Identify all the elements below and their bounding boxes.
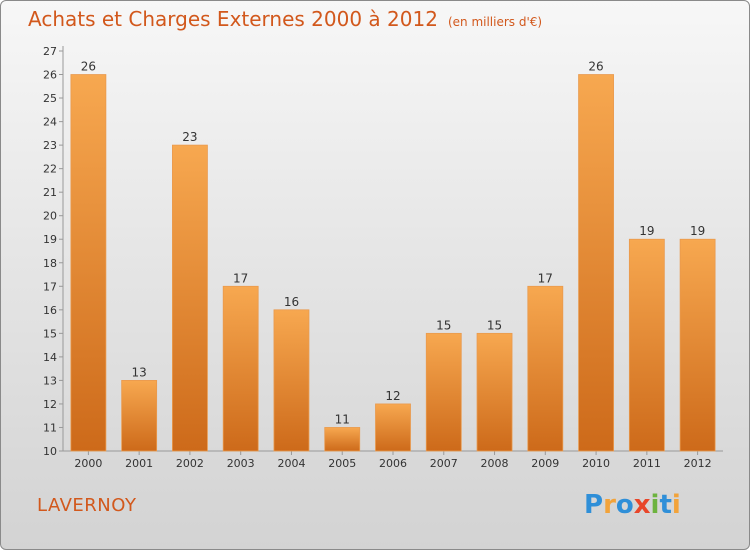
x-tick-label-2002: 2002 <box>176 457 204 470</box>
y-tick-label: 16 <box>43 304 57 317</box>
bars <box>70 74 716 452</box>
y-tick-label: 18 <box>43 257 57 270</box>
x-tick-label-2011: 2011 <box>633 457 661 470</box>
x-tick-label-2009: 2009 <box>531 457 559 470</box>
data-label-2008: 15 <box>487 318 502 332</box>
logo-letter: r <box>603 490 616 520</box>
x-tick-label-2006: 2006 <box>379 457 407 470</box>
bar-2004 <box>273 309 310 452</box>
data-label-2010: 26 <box>588 60 603 74</box>
bar-2012 <box>679 238 716 452</box>
x-tick-label-2010: 2010 <box>582 457 610 470</box>
bar-2007 <box>425 332 462 452</box>
data-label-2012: 19 <box>690 224 705 238</box>
data-label-2000: 26 <box>81 60 96 74</box>
x-tick-label-2000: 2000 <box>74 457 102 470</box>
chart-subtitle: (en milliers d'€) <box>447 15 543 29</box>
x-tick-label-2004: 2004 <box>277 457 305 470</box>
y-tick-label: 12 <box>43 398 57 411</box>
bar-2009 <box>527 285 564 452</box>
y-tick-label: 23 <box>43 139 57 152</box>
x-tick-label-2012: 2012 <box>684 457 712 470</box>
x-tick-label-2005: 2005 <box>328 457 356 470</box>
bar-2010 <box>578 74 614 452</box>
y-tick-label: 21 <box>43 186 57 199</box>
y-tick-label: 19 <box>43 233 57 246</box>
data-label-2003: 17 <box>233 271 248 285</box>
data-label-2006: 12 <box>385 389 400 403</box>
y-tick-label: 15 <box>43 327 57 340</box>
y-tick-label: 13 <box>43 374 57 387</box>
data-label-2007: 15 <box>436 318 451 332</box>
bar-2003 <box>222 285 259 452</box>
bar-2001 <box>121 380 158 452</box>
logo-letter: i <box>650 490 660 520</box>
y-tick-label: 22 <box>43 163 57 176</box>
data-labels: 26 13 23 17 16 11 12 15 15 17 26 19 19 <box>81 60 706 427</box>
data-label-2009: 17 <box>538 271 553 285</box>
logo-letter: o <box>615 490 634 520</box>
proxiti-logo: Proxiti <box>584 490 681 520</box>
data-label-2011: 19 <box>639 224 654 238</box>
logo-letter: x <box>633 490 651 520</box>
y-tick-label: 20 <box>43 210 57 223</box>
axes: 10 11 12 13 14 15 16 17 18 19 20 21 22 23 24 25 26 27 2000… <box>43 45 723 470</box>
logo-letter: P <box>584 490 604 520</box>
bar-2011 <box>628 238 665 452</box>
bar-2005 <box>324 427 361 452</box>
y-tick-label: 17 <box>43 280 57 293</box>
chart-title: Achats et Charges Externes 2000 à 2012 (e… <box>28 7 543 31</box>
x-tick-label-2003: 2003 <box>227 457 255 470</box>
y-tick-label: 25 <box>43 92 57 105</box>
data-label-2005: 11 <box>335 412 350 426</box>
x-tick-label-2008: 2008 <box>481 457 509 470</box>
place-name: LAVERNOY <box>37 495 137 516</box>
bar-2008 <box>476 332 513 452</box>
logo-letter: t <box>659 490 672 520</box>
bar-2000 <box>70 74 107 452</box>
bar-2002 <box>172 144 208 452</box>
y-tick-label: 14 <box>43 351 57 364</box>
bar-2006 <box>375 403 411 452</box>
data-label-2001: 13 <box>132 365 147 379</box>
logo-letter: i <box>671 490 681 520</box>
x-tick-label-2001: 2001 <box>125 457 153 470</box>
data-label-2004: 16 <box>284 295 299 309</box>
x-tick-label-2007: 2007 <box>430 457 458 470</box>
y-tick-label: 27 <box>43 45 57 58</box>
y-tick-label: 26 <box>43 69 57 82</box>
y-tick-label: 11 <box>43 421 57 434</box>
y-tick-label: 10 <box>43 445 57 458</box>
data-label-2002: 23 <box>182 130 197 144</box>
y-tick-label: 24 <box>43 116 57 129</box>
